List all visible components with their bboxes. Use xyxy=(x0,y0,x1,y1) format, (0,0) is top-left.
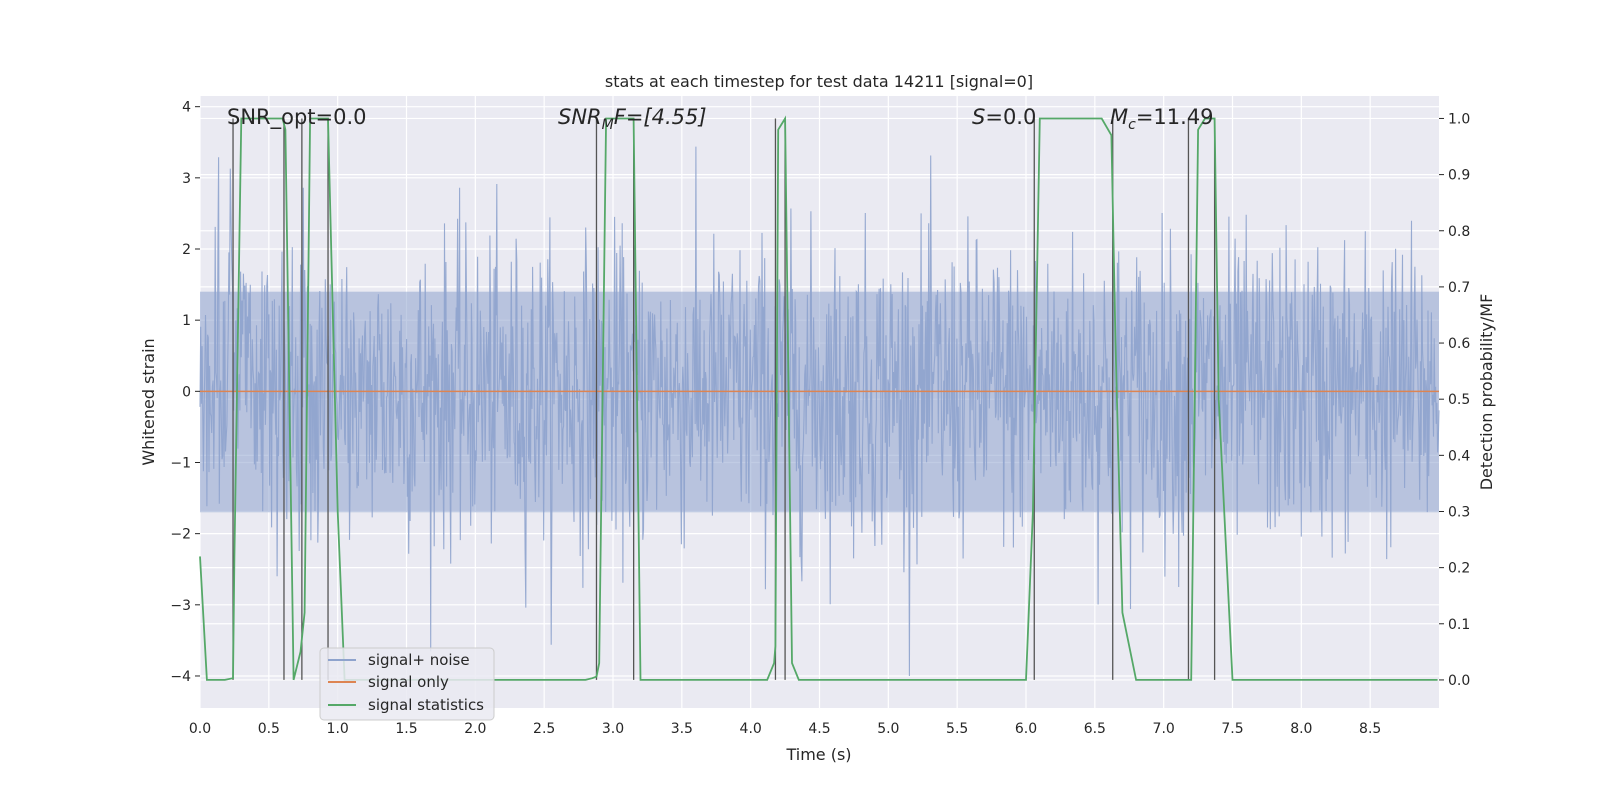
y2-tick-label: 0.1 xyxy=(1448,617,1470,633)
legend-label-stats: signal statistics xyxy=(368,696,484,714)
y2-tick-label: 0.3 xyxy=(1448,504,1470,520)
x-tick-label: 3.5 xyxy=(671,721,693,737)
x-tick-label: 5.0 xyxy=(877,721,899,737)
x-tick-label: 7.5 xyxy=(1221,721,1243,737)
legend-box xyxy=(319,647,495,721)
y2-tick-label: 0.0 xyxy=(1448,673,1470,689)
y2-tick-label: 0.2 xyxy=(1448,561,1470,577)
noise-band xyxy=(200,291,1439,513)
y-tick-label: 0 xyxy=(182,384,191,400)
x-tick-label: 0.5 xyxy=(258,721,280,737)
legend-label-signal: signal only xyxy=(368,673,449,691)
y-tick-label: −1 xyxy=(170,455,191,471)
x-tick-label: 3.0 xyxy=(602,721,624,737)
y-tick-label: 2 xyxy=(182,242,191,258)
y2-tick-label: 0.7 xyxy=(1448,280,1470,296)
y2-tick-label: 0.5 xyxy=(1448,392,1470,408)
x-tick-label: 2.5 xyxy=(533,721,555,737)
y-axis-label: Whitened strain xyxy=(139,338,158,465)
annotation-mc: Mc=11.49 xyxy=(1110,105,1214,133)
y2-tick-label: 1.0 xyxy=(1448,111,1470,127)
x-tick-label: 4.5 xyxy=(808,721,830,737)
y-tick-label: −3 xyxy=(170,598,191,614)
x-tick-label: 1.0 xyxy=(327,721,349,737)
x-tick-label: 7.0 xyxy=(1153,721,1175,737)
legend: signal+ noise signal only signal statist… xyxy=(319,647,495,721)
annotation-snr-opt: SNR_opt=0.0 xyxy=(227,105,367,130)
annotation-s: S=0.0 xyxy=(972,105,1036,129)
x-tick-label: 0.0 xyxy=(189,721,211,737)
noise-series xyxy=(199,146,1440,677)
y-axis-ticks: −4 −3 −2 −1 0 1 2 3 4 xyxy=(170,100,200,685)
y2-axis-ticks: 0.0 0.1 0.2 0.3 0.4 0.5 0.6 0.7 0.8 0.9 1.0 xyxy=(1439,111,1470,689)
annotation-snr-mf: SNRMF=[4.55] xyxy=(558,105,707,133)
y2-tick-label: 0.8 xyxy=(1448,224,1470,240)
y2-tick-label: 0.4 xyxy=(1448,448,1470,464)
x-axis-ticks: 0.0 0.5 1.0 1.5 2.0 2.5 3.0 3.5 4.0 4.5 5.0 5.5 6.0 6… xyxy=(189,721,1381,737)
x-tick-label: 2.0 xyxy=(464,721,486,737)
y-tick-label: 1 xyxy=(182,313,191,329)
y2-axis-label: Detection probability/MF xyxy=(1477,294,1496,491)
y-tick-label: 3 xyxy=(182,171,191,187)
x-tick-label: 4.0 xyxy=(740,721,762,737)
x-tick-label: 5.5 xyxy=(946,721,968,737)
y2-tick-label: 0.9 xyxy=(1448,168,1470,184)
signal-statistics-series xyxy=(199,115,1438,681)
chart-title: stats at each timestep for test data 142… xyxy=(605,72,1033,91)
y-tick-label: 4 xyxy=(182,100,191,116)
signal-statistics-line xyxy=(199,115,1438,681)
x-tick-label: 1.5 xyxy=(395,721,417,737)
x-tick-label: 8.5 xyxy=(1359,721,1381,737)
y2-tick-label: 0.6 xyxy=(1448,336,1470,352)
x-tick-label: 6.5 xyxy=(1084,721,1106,737)
x-tick-label: 6.0 xyxy=(1015,721,1037,737)
y-tick-label: −4 xyxy=(170,669,191,685)
legend-label-noise: signal+ noise xyxy=(368,651,470,669)
x-tick-label: 8.0 xyxy=(1290,721,1312,737)
y-tick-label: −2 xyxy=(170,527,191,543)
x-axis-label: Time (s) xyxy=(785,745,851,764)
